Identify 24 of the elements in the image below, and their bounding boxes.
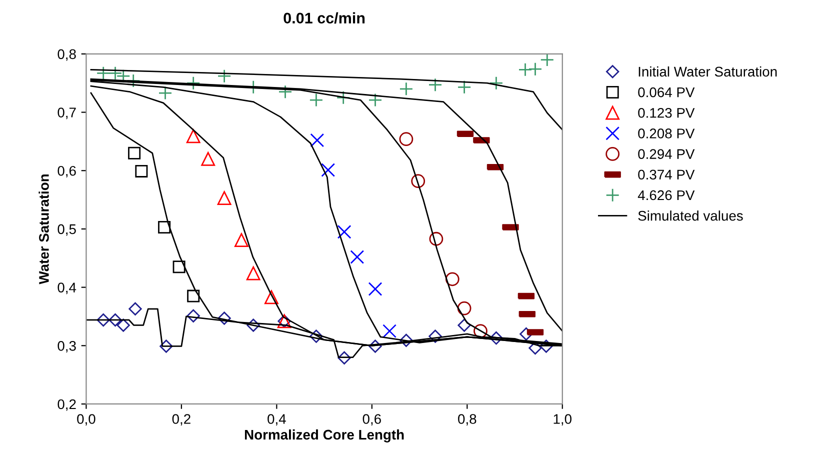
y-tick-label: 0,6 xyxy=(58,166,76,178)
x-tick-label: 0,4 xyxy=(268,414,286,426)
y-tick-label: 0,4 xyxy=(58,282,76,294)
legend-label: Initial Water Saturation xyxy=(638,66,777,77)
y-tick-label: 0,8 xyxy=(58,49,76,61)
legend-label: 0.064 PV xyxy=(638,87,695,98)
legend-label: Simulated values xyxy=(638,210,743,221)
y-tick-label: 0,3 xyxy=(58,340,76,352)
x-tick-label: 0,0 xyxy=(77,414,96,426)
legend-label: 0.208 PV xyxy=(638,128,695,138)
legend-label: 4.626 PV xyxy=(638,190,695,200)
y-tick-label: 0,5 xyxy=(58,224,76,236)
x-axis-title: Normalized Core Length xyxy=(244,429,404,442)
y-tick-label: 0,7 xyxy=(58,108,76,120)
x-tick-label: 1,0 xyxy=(554,414,572,426)
legend-label: 0.374 PV xyxy=(638,170,695,180)
chart-title: 0.01 cc/min xyxy=(284,12,365,24)
y-axis-title: Water Saturation xyxy=(38,174,49,284)
x-tick-label: 0,6 xyxy=(362,414,381,426)
legend-label: 0.294 PV xyxy=(638,149,695,159)
legend-label: 0.123 PV xyxy=(638,108,695,118)
x-tick-label: 0,2 xyxy=(172,414,190,426)
y-tick-label: 0,2 xyxy=(58,399,76,411)
x-tick-label: 0,8 xyxy=(458,414,476,426)
